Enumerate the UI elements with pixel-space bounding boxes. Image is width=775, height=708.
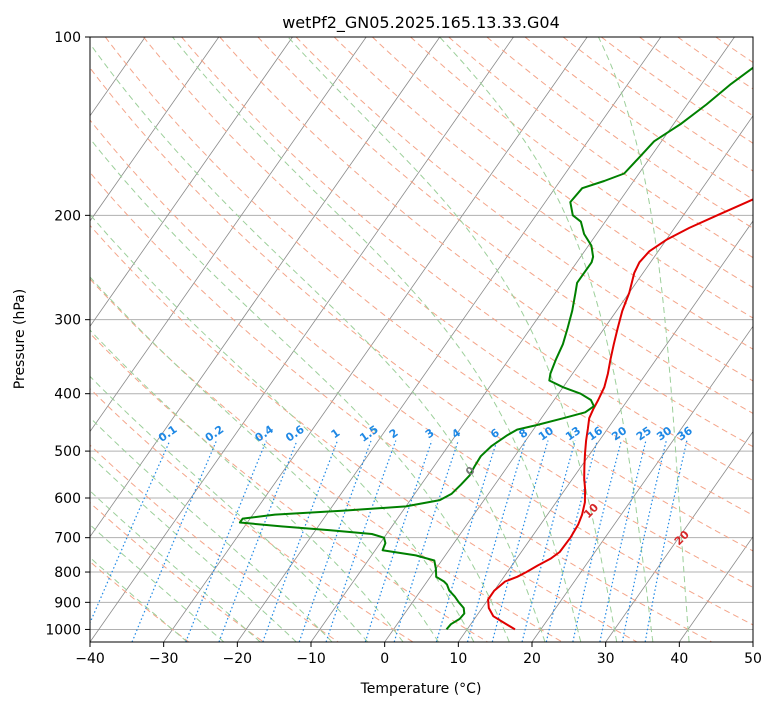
- moist-adiabat-line: [90, 375, 369, 642]
- isotherm-line: [90, 37, 367, 433]
- mixing-ratio-line: [466, 440, 526, 642]
- moist-adiabat-line: [287, 37, 618, 642]
- dry-adiabat-line: [257, 37, 753, 414]
- mixing-ratio-line: [621, 440, 667, 642]
- dry-adiabat-line: [104, 37, 753, 552]
- background-lines: [0, 37, 753, 642]
- dewpoint-profile-line: [238, 66, 753, 631]
- isotherm-line: [163, 37, 588, 642]
- x-tick-label: 40: [670, 651, 688, 667]
- x-tick-label: 30: [597, 651, 615, 667]
- mixing-ratio-line: [262, 440, 339, 642]
- isotherm-line: [0, 37, 72, 642]
- isotherm-line: [531, 325, 753, 642]
- isotherm-line: [90, 37, 514, 642]
- dry-adiabat-line: [448, 37, 753, 259]
- dry-adiabat-line: [333, 37, 753, 350]
- x-axis-title: Temperature (°C): [360, 681, 482, 697]
- y-tick-label: 900: [54, 595, 81, 611]
- y-tick-label: 700: [54, 531, 81, 547]
- plot-frame: [89, 36, 754, 643]
- isotherm-line: [90, 37, 220, 222]
- mixing-ratio-line: [599, 440, 647, 642]
- moist-adiabat-line: [90, 524, 225, 642]
- dry-adiabat-line: [90, 224, 638, 642]
- isotherm-line: [678, 536, 753, 642]
- isotherm-line: [236, 37, 662, 642]
- y-tick-label: 1000: [45, 622, 81, 638]
- moist-adiabat-line: [90, 42, 546, 642]
- moist-adiabat-line: [439, 37, 654, 642]
- y-axis-title: Pressure (hPa): [12, 289, 28, 389]
- moist-adiabat-line: [90, 329, 404, 642]
- mixing-ratio-line: [131, 440, 218, 642]
- y-tick-label: 100: [54, 30, 81, 46]
- x-tick-label: −20: [223, 651, 253, 667]
- y-axis: 100 200 300 400 500 600 700 800 900 1000: [45, 30, 90, 638]
- y-tick-label: 300: [54, 313, 81, 329]
- dry-adiabat-line: [90, 67, 753, 589]
- x-tick-label: −40: [75, 651, 105, 667]
- moist-adiabat-line: [90, 276, 439, 642]
- isotherm-line: [752, 641, 753, 642]
- x-tick-label: 0: [380, 651, 389, 667]
- isotherm-line: [310, 37, 735, 642]
- y-tick-label: 200: [54, 208, 81, 224]
- isotherm-line: [384, 115, 753, 642]
- chart-title: wetPf2_GN05.2025.165.13.33.G04: [282, 13, 560, 33]
- x-tick-label: −10: [296, 651, 326, 667]
- isotherm-line: [90, 37, 293, 327]
- dry-adiabat-line: [90, 502, 264, 642]
- y-tick-label: 400: [54, 387, 81, 403]
- x-tick-label: 10: [449, 651, 467, 667]
- moist-adiabat-line: [90, 213, 475, 642]
- dry-adiabat-line: [219, 37, 753, 448]
- plot-background: [90, 37, 753, 642]
- moist-adiabat-line: [90, 454, 297, 642]
- dry-adiabat-line: [600, 37, 753, 144]
- isotherm-line: [457, 220, 753, 642]
- dry-adiabat-line: [372, 37, 753, 319]
- moist-adiabat-line: [90, 556, 188, 642]
- series-layer: [238, 66, 753, 631]
- dry-adiabat-line: [143, 37, 753, 516]
- mixing-ratio-line: [644, 440, 688, 642]
- mixing-ratio-line: [521, 440, 576, 642]
- dry-adiabat-line: [90, 171, 712, 642]
- isotherm-line: [605, 430, 753, 642]
- temperature-profile-line: [487, 198, 753, 631]
- dry-adiabat-line: [90, 278, 563, 642]
- x-tick-label: 50: [744, 651, 762, 667]
- mixing-ratio-line: [435, 440, 498, 642]
- dry-adiabat-line: [90, 119, 753, 626]
- dry-adiabat-line: [562, 37, 753, 172]
- x-axis: −40 −30 −20 −10 0 10 20 30 40 50: [75, 642, 762, 667]
- mixing-ratio-line: [298, 440, 372, 642]
- dry-adiabat-line: [90, 444, 339, 642]
- mixing-ratio-line: [393, 440, 459, 642]
- isotherm-line: [90, 37, 441, 538]
- mixing-ratio-line: [545, 440, 598, 642]
- y-tick-label: 800: [54, 565, 81, 581]
- dry-adiabat-line: [295, 37, 753, 382]
- mixing-ratio-line: [572, 440, 622, 642]
- mixing-ratio-line: [90, 440, 171, 625]
- x-tick-label: −30: [149, 651, 179, 667]
- moist-adiabat-line: [90, 490, 261, 642]
- y-tick-label: 500: [54, 444, 81, 460]
- x-tick-label: 20: [523, 651, 541, 667]
- mixing-ratio-line: [491, 440, 549, 642]
- dry-adiabat-line: [90, 332, 488, 642]
- y-tick-label: 600: [54, 491, 81, 507]
- dry-adiabat-line: [486, 37, 753, 229]
- moist-adiabat-line: [598, 37, 690, 642]
